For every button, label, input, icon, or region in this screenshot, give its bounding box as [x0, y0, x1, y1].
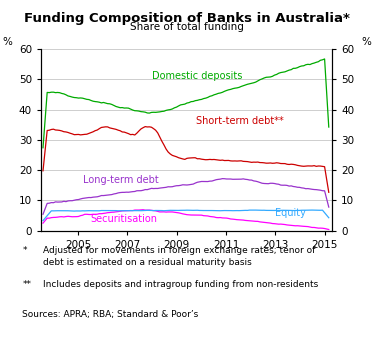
Text: Includes deposits and intragroup funding from non-residents: Includes deposits and intragroup funding… [43, 280, 318, 289]
Text: %: % [361, 37, 371, 47]
Text: %: % [2, 37, 12, 47]
Text: Adjusted for movements in foreign exchange rates; tenor of
debt is estimated on : Adjusted for movements in foreign exchan… [43, 246, 315, 266]
Text: Long-term debt: Long-term debt [83, 175, 159, 184]
Title: Share of total funding: Share of total funding [129, 22, 244, 32]
Text: **: ** [22, 280, 31, 289]
Text: Securitisation: Securitisation [90, 214, 157, 224]
Text: Domestic deposits: Domestic deposits [152, 71, 242, 81]
Text: Equity: Equity [275, 208, 306, 218]
Text: Short-term debt**: Short-term debt** [196, 116, 284, 126]
Text: Funding Composition of Banks in Australia*: Funding Composition of Banks in Australi… [23, 12, 350, 25]
Text: *: * [22, 246, 27, 255]
Text: Sources: APRA; RBA; Standard & Poor’s: Sources: APRA; RBA; Standard & Poor’s [22, 310, 199, 319]
